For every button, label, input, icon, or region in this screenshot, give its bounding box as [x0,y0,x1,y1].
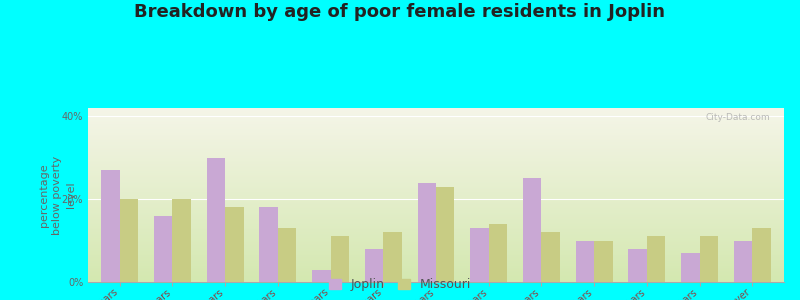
Bar [752,228,771,282]
Bar [206,158,225,282]
Bar [523,178,542,282]
Bar [436,187,454,282]
Bar [629,249,647,282]
Legend: Joplin, Missouri: Joplin, Missouri [326,276,474,294]
Bar [383,232,402,282]
Bar [101,170,120,282]
Bar [330,236,349,282]
Bar [700,236,718,282]
Bar [576,241,594,282]
Bar [681,253,700,282]
Text: City-Data.com: City-Data.com [706,113,770,122]
Bar [470,228,489,282]
Bar [647,236,666,282]
Bar [154,216,172,282]
Text: Breakdown by age of poor female residents in Joplin: Breakdown by age of poor female resident… [134,3,666,21]
Bar [594,241,613,282]
Bar [489,224,507,282]
Bar [259,207,278,282]
Bar [365,249,383,282]
Y-axis label: percentage
below poverty
level: percentage below poverty level [39,155,76,235]
Bar [172,199,191,282]
Bar [734,241,752,282]
Bar [278,228,296,282]
Bar [120,199,138,282]
Bar [312,270,330,282]
Bar [418,183,436,282]
Bar [542,232,560,282]
Bar [225,207,243,282]
